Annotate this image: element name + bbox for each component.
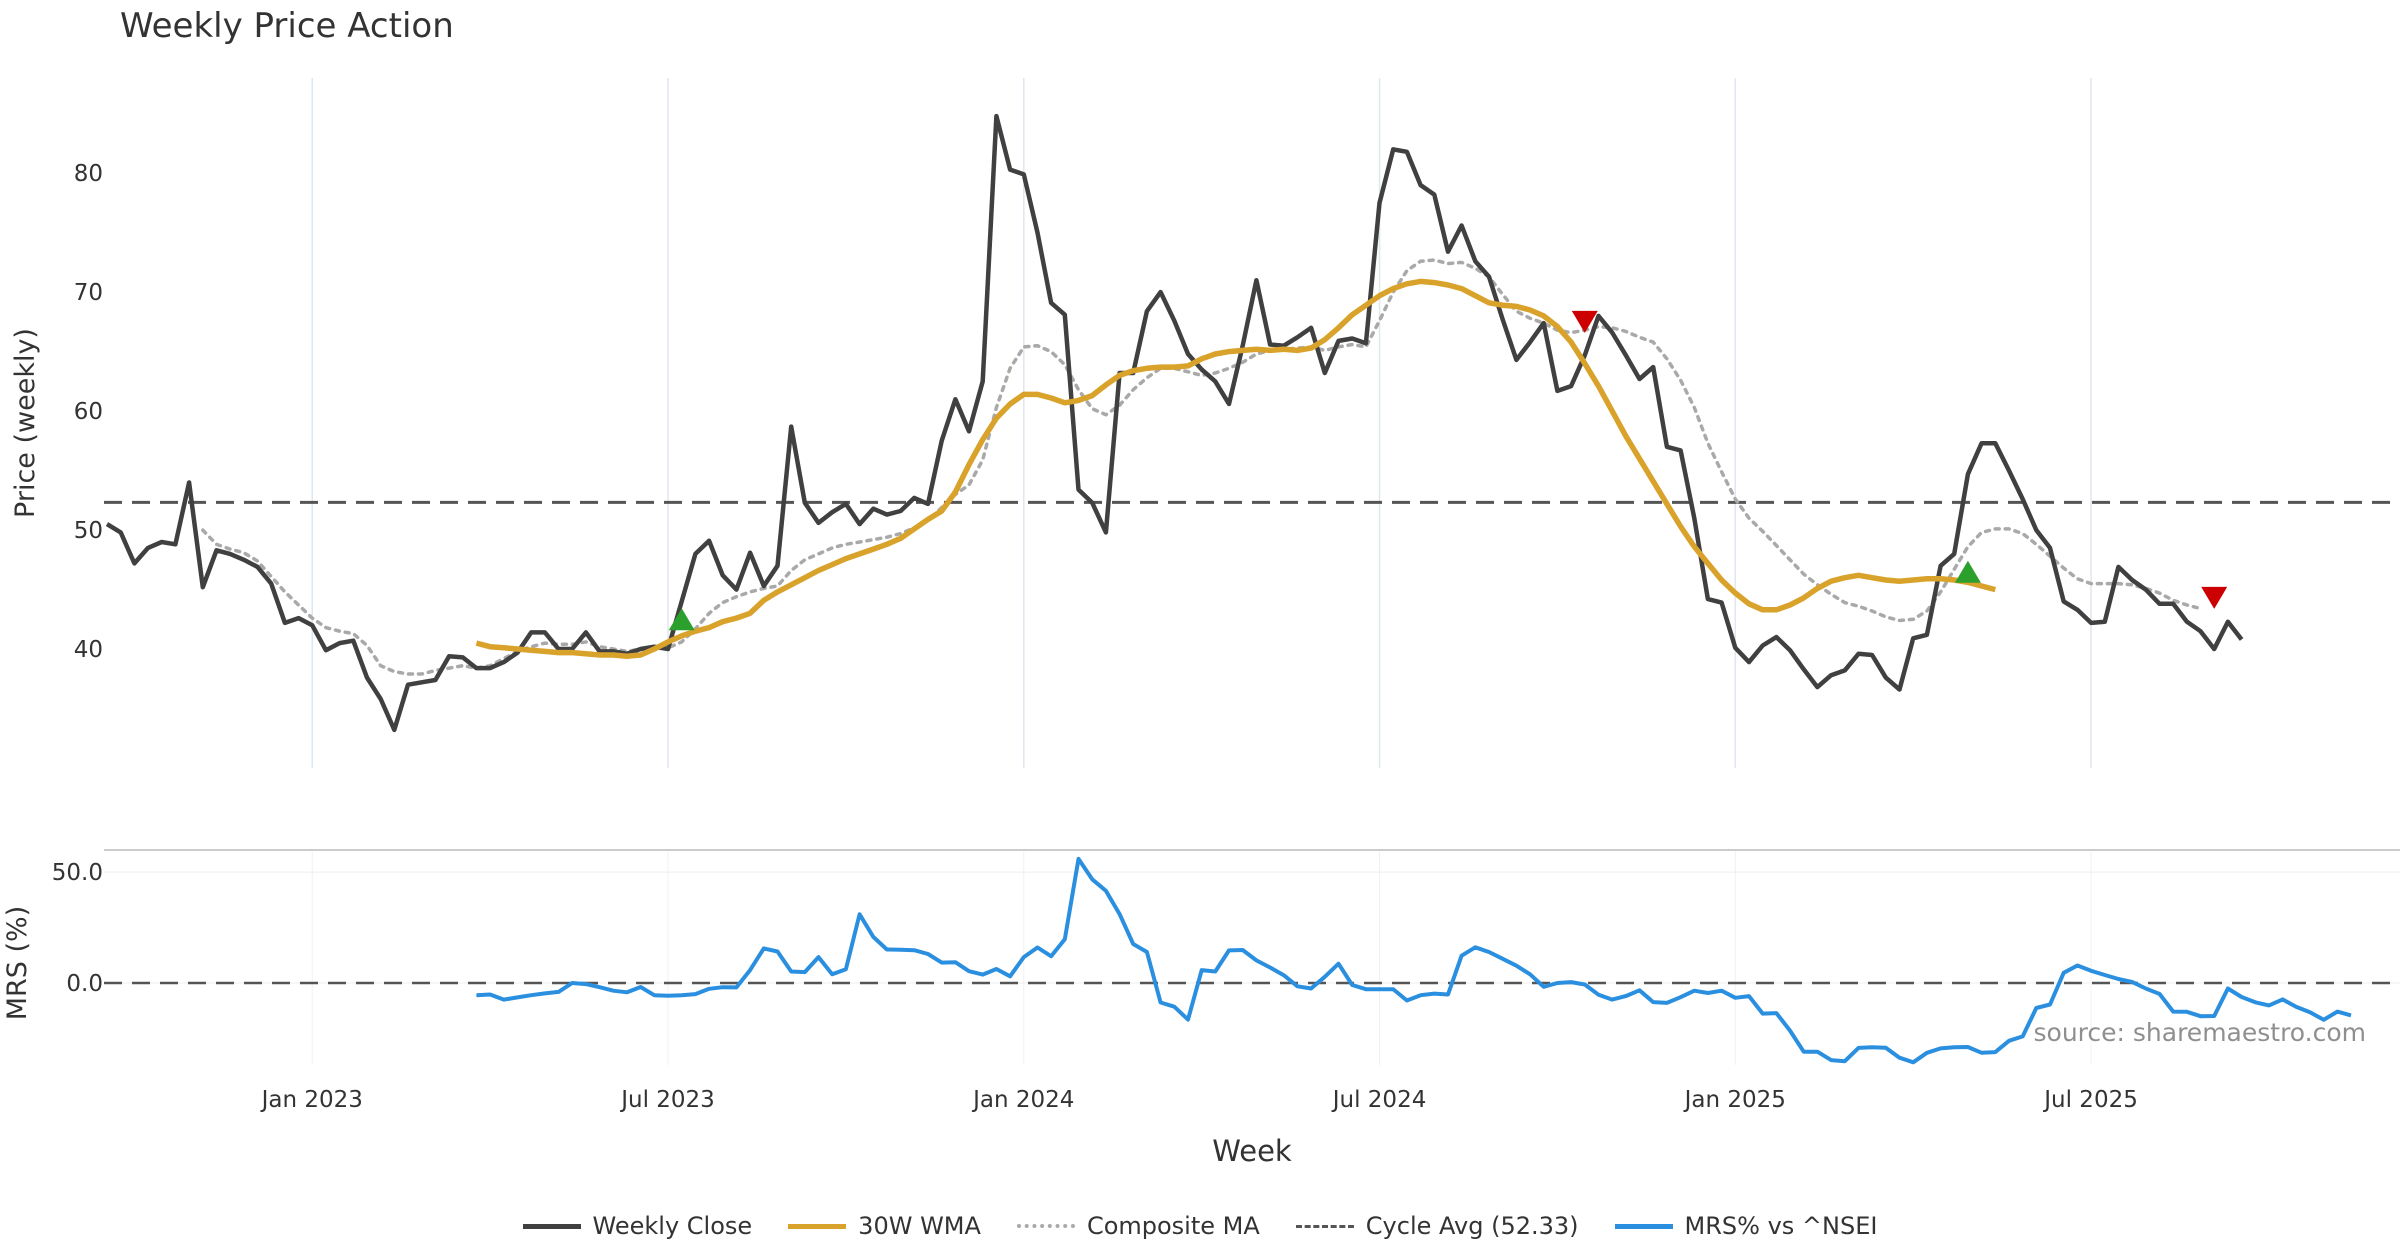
legend-label-weekly-close: Weekly Close xyxy=(592,1212,753,1240)
x-tick-label: Jul 2025 xyxy=(2042,1087,2138,1113)
y-axis-label-upper: Price (weekly) xyxy=(10,328,41,518)
x-tick-label: Jul 2024 xyxy=(1331,1087,1427,1113)
y-tick-label-lower: 0.0 xyxy=(66,971,103,997)
source-credit: source: sharemaestro.com xyxy=(2033,1018,2367,1047)
y-tick-label-upper: 40 xyxy=(74,637,103,663)
y-axis-label-lower: MRS (%) xyxy=(2,906,33,1021)
buy-signal-marker xyxy=(668,608,695,631)
series-weekly-close xyxy=(105,113,2244,733)
x-tick-label: Jan 2023 xyxy=(260,1087,363,1113)
sell-signal-marker xyxy=(2201,586,2228,609)
legend-swatch-composite-ma xyxy=(1016,1224,1075,1228)
series-mrs xyxy=(476,856,2352,1065)
y-tick-label-lower: 50.0 xyxy=(52,860,103,886)
legend-item-mrs: MRS% vs ^NSEI xyxy=(1614,1212,1878,1240)
x-axis-label: Week xyxy=(1212,1134,1292,1168)
legend-label-mrs: MRS% vs ^NSEI xyxy=(1684,1212,1878,1240)
y-tick-label-upper: 70 xyxy=(74,280,103,306)
chart-title: Weekly Price Action xyxy=(120,6,454,46)
series-composite-ma xyxy=(201,258,2203,676)
x-tick-label: Jul 2023 xyxy=(619,1087,715,1113)
x-tick-label: Jan 2025 xyxy=(1683,1087,1786,1113)
legend-swatch-wma xyxy=(788,1223,847,1229)
y-tick-label-upper: 80 xyxy=(74,161,103,187)
x-tick-label: Jan 2024 xyxy=(971,1087,1074,1113)
legend-label-composite-ma: Composite MA xyxy=(1086,1212,1260,1240)
legend-item-composite-ma: Composite MA xyxy=(1016,1212,1260,1240)
legend-label-cycle-avg: Cycle Avg (52.33) xyxy=(1365,1212,1579,1240)
reference-lines xyxy=(104,500,2400,985)
legend-label-wma: 30W WMA xyxy=(858,1212,981,1240)
legend-swatch-cycle-avg xyxy=(1295,1224,1354,1228)
legend-item-cycle-avg: Cycle Avg (52.33) xyxy=(1295,1212,1579,1240)
series-wma-30w xyxy=(475,278,1996,659)
legend: Weekly Close 30W WMA Composite MA Cycle … xyxy=(0,1212,2400,1240)
sell-signal-marker xyxy=(1571,310,1598,333)
y-tick-label-upper: 50 xyxy=(74,518,103,544)
signal-markers xyxy=(668,310,2228,631)
legend-item-wma: 30W WMA xyxy=(788,1212,981,1240)
legend-swatch-weekly-close xyxy=(522,1223,581,1229)
y-tick-label-upper: 60 xyxy=(74,399,103,425)
legend-swatch-mrs xyxy=(1614,1223,1673,1229)
series xyxy=(105,113,2352,1065)
legend-item-weekly-close: Weekly Close xyxy=(522,1212,753,1240)
buy-signal-marker xyxy=(1954,560,1981,583)
axis-labels: Jan 2023 Jul 2023 Jan 2024 Jul 2024 Jan 2025… xyxy=(2,161,2138,1168)
